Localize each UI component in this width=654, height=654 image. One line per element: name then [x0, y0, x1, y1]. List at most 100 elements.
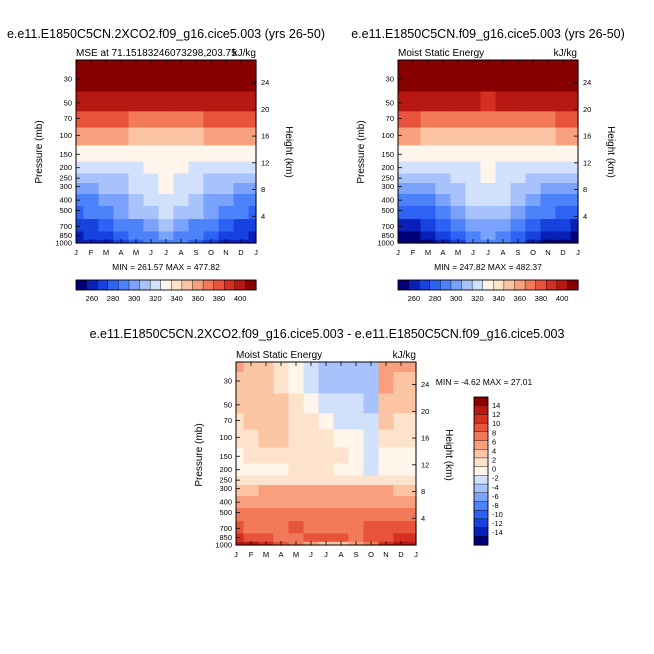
panel2-cell — [435, 182, 452, 195]
panel2-colorbar-label: 320 — [471, 294, 484, 303]
panel3-cell — [273, 520, 290, 534]
panel2-cell — [435, 90, 452, 112]
panel3-cell — [363, 484, 380, 497]
panel1-cell — [158, 126, 175, 146]
panel2-x-tick-label: S — [515, 248, 520, 257]
panel3-cell — [236, 362, 245, 373]
panel1-cell — [76, 60, 85, 71]
panel2-colorbar-swatch — [546, 279, 558, 291]
panel3-cell — [318, 484, 335, 497]
panel1-cell — [128, 126, 145, 146]
panel1-cell — [128, 144, 145, 162]
panel2-cell — [555, 126, 572, 146]
panel3-x-tick-label: O — [368, 550, 374, 559]
panel3-subtitle-right: kJ/kg — [393, 350, 416, 361]
panel1-cell — [248, 90, 257, 112]
panel2-cell — [495, 144, 512, 162]
panel2-x-tick-label: J — [471, 248, 475, 257]
panel2-cell — [450, 90, 467, 112]
panel1-cell — [188, 193, 205, 206]
panel2-y-tick-label: 70 — [386, 114, 394, 123]
panel1-cell — [158, 172, 175, 184]
panel2-cell — [480, 60, 497, 71]
panel2-colorbar-swatch — [514, 279, 526, 291]
panel1-cell — [83, 160, 100, 174]
panel2-cell — [405, 90, 422, 112]
panel2-cell — [555, 172, 572, 184]
panel3-cell — [243, 507, 260, 522]
panel1-y-tick-label: 500 — [59, 206, 72, 215]
panel2-cell — [420, 205, 437, 220]
panel1-cell — [158, 182, 175, 195]
panel3-cell — [243, 474, 260, 486]
panel1-cell — [218, 90, 235, 112]
panel1-cell — [76, 218, 85, 232]
panel1-cell — [173, 90, 190, 112]
panel2-cell — [555, 218, 572, 232]
panel1-cell — [98, 218, 115, 232]
panel2-cell — [398, 144, 407, 162]
panel3-cell — [243, 462, 260, 476]
panel2-cell — [570, 205, 579, 220]
panel3-cell — [258, 532, 275, 542]
panel2-cell — [570, 69, 579, 92]
panel1-cell — [188, 69, 205, 92]
panel3-cell — [348, 532, 365, 542]
panel1-y-axis-label: Pressure (mb) — [34, 120, 45, 183]
panel1-cell — [188, 126, 205, 146]
panel3-cell — [408, 392, 417, 414]
panel1-cell — [188, 218, 205, 232]
panel2-cell — [405, 230, 422, 240]
panel1-x-tick-label: J — [149, 248, 153, 257]
panel2-cell — [405, 205, 422, 220]
panel2-colorbar-label: 300 — [450, 294, 463, 303]
panel1-cell — [83, 69, 100, 92]
panel2-y-tick-label: 100 — [381, 131, 394, 140]
panel3-y-tick-label: 400 — [219, 498, 232, 507]
panel2-x-tick-label: J — [486, 248, 490, 257]
panel2-cell — [510, 193, 527, 206]
panel1-cell — [233, 193, 250, 206]
panel3-cell — [288, 532, 305, 542]
panel2-y-tick-label: 400 — [381, 196, 394, 205]
panel1-cell — [203, 172, 220, 184]
panel3-y-tick-label: 30 — [224, 376, 232, 385]
panel1-cell — [173, 182, 190, 195]
panel3-cell — [273, 507, 290, 522]
panel3-cell — [393, 412, 410, 430]
panel2-cell — [435, 126, 452, 146]
panel3-colorbar-swatch — [473, 501, 489, 511]
panel1-x-tick-label: N — [223, 248, 228, 257]
panel3-colorbar-label: 2 — [492, 456, 496, 465]
panel3-cell — [393, 428, 410, 448]
panel2-x-tick-label: J — [396, 248, 400, 257]
panel3-cell — [408, 541, 417, 546]
panel3-cell — [333, 412, 350, 430]
panel3-y-tick-label: 150 — [219, 452, 232, 461]
panel1-cell — [76, 230, 85, 240]
panel1-cell — [203, 230, 220, 240]
panel2-cell — [525, 60, 542, 71]
panel3-cell — [303, 446, 320, 464]
panel1-cell — [128, 110, 145, 128]
panel3-cell — [243, 392, 260, 414]
panel1-cell — [143, 160, 160, 174]
panel3-cell — [258, 392, 275, 414]
panel3-cell — [363, 495, 380, 508]
panel2-y-tick-label: 250 — [381, 174, 394, 183]
panel1-cell — [83, 230, 100, 240]
panel1-y-tick-label: 400 — [59, 196, 72, 205]
panel3-y-tick-label: 70 — [224, 416, 232, 425]
panel2-cell — [450, 60, 467, 71]
panel3-cell — [318, 371, 335, 394]
panel2-cell — [435, 230, 452, 240]
panel2-cell — [480, 230, 497, 240]
panel1-cell — [248, 69, 257, 92]
panel3-colorbar-label: 12 — [492, 410, 500, 419]
panel3-cell — [363, 362, 380, 373]
panel2-cell — [570, 218, 579, 232]
panel1-x-tick-label: A — [118, 248, 123, 257]
panel2-cell — [435, 193, 452, 206]
panel2-cell — [525, 172, 542, 184]
panel1-cell — [248, 230, 257, 240]
